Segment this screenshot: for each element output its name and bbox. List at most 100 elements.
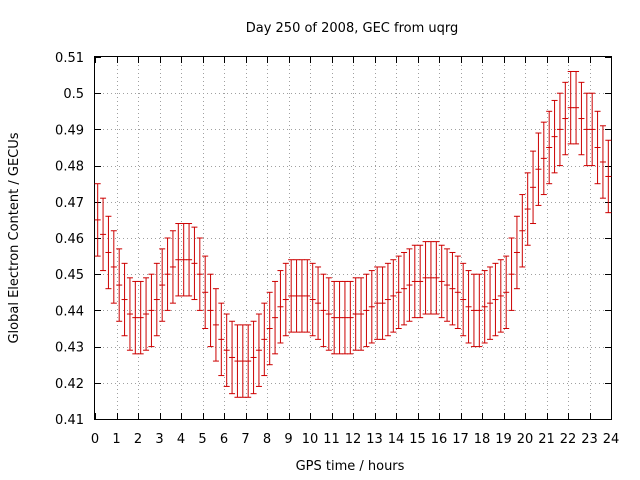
y-tick-label: 0.45 [55,268,84,283]
data-point [519,194,526,268]
data-point [229,320,236,395]
y-tick-label: 0.42 [55,377,84,392]
x-tick-label: 4 [177,432,185,447]
data-point [422,241,429,315]
x-axis-label: GPS time / hours [296,459,405,474]
data-point [298,259,305,333]
data-point [417,244,424,319]
data-point [352,277,359,351]
x-tick-labels: 0 1 2 3 4 5 6 7 8 9 10 11 12 13 14 15 16 17 18 19 20 21 22 23 24 [91,432,619,447]
data-point [379,266,386,340]
data-point [100,197,107,272]
x-tick-label: 16 [431,432,448,447]
data-point [427,241,434,315]
data-point [245,324,252,398]
data-points [94,70,612,398]
data-point [164,237,171,311]
x-tick-label: 9 [284,432,292,447]
data-point [589,92,596,167]
data-point [116,248,123,322]
x-tick-label: 0 [91,432,99,447]
x-tick-label: 17 [452,432,469,447]
data-point [546,110,553,185]
data-point [239,324,246,398]
x-tick-label: 23 [581,432,598,447]
axis-ticks [95,57,612,420]
data-point [282,262,289,337]
data-point [358,277,365,351]
data-point [266,291,273,366]
data-point [503,255,510,329]
x-tick-label: 1 [112,432,120,447]
data-point [363,273,370,348]
x-tick-label: 19 [495,432,512,447]
data-point [148,273,155,348]
data-point [132,280,139,355]
data-point [524,172,531,246]
data-point [234,324,241,398]
data-point [325,277,332,351]
data-point [261,302,268,377]
data-point [465,270,472,344]
data-point [196,237,203,311]
x-tick-label: 24 [603,432,620,447]
data-point [513,215,520,290]
x-tick-label: 10 [302,432,319,447]
x-tick-label: 2 [134,432,142,447]
x-tick-label: 18 [474,432,491,447]
data-point [470,273,477,348]
data-point [288,259,295,333]
data-point [406,248,413,322]
x-tick-label: 15 [409,432,426,447]
data-point [277,270,284,344]
data-point [578,81,585,156]
data-point [126,277,133,351]
data-point [540,121,547,196]
data-point [293,259,300,333]
data-point [304,259,311,333]
x-tick-label: 7 [241,432,249,447]
data-point [202,255,209,329]
data-point [180,223,187,297]
data-point [374,266,381,340]
data-point [438,244,445,319]
data-point [384,262,391,337]
x-tick-label: 22 [560,432,577,447]
y-tick-label: 0.51 [55,51,84,66]
data-point [401,251,408,326]
grid [95,57,611,419]
data-point [121,262,128,337]
data-point [390,259,397,333]
y-tick-label: 0.44 [55,304,84,319]
x-tick-label: 11 [323,432,340,447]
y-tick-label: 0.47 [55,196,84,211]
data-point [320,273,327,348]
data-point [212,288,219,362]
data-point [497,259,504,333]
data-point [315,266,322,340]
x-tick-label: 12 [345,432,362,447]
data-point [272,280,279,355]
data-point [594,110,601,185]
data-point [567,70,574,145]
data-point [191,226,198,301]
data-point [159,248,166,322]
data-point [331,280,338,355]
data-point [218,302,225,377]
data-point [207,273,214,348]
data-point [573,70,580,145]
x-tick-label: 13 [366,432,383,447]
data-point [175,223,182,297]
data-point [492,262,499,337]
data-point [454,255,461,329]
data-point [223,313,230,387]
data-point [508,237,515,311]
data-point [110,230,117,304]
x-tick-label: 3 [155,432,163,447]
x-tick-label: 5 [198,432,206,447]
y-tick-label: 0.46 [55,232,84,247]
data-point [599,125,606,199]
x-tick-label: 20 [517,432,534,447]
x-tick-label: 6 [220,432,228,447]
